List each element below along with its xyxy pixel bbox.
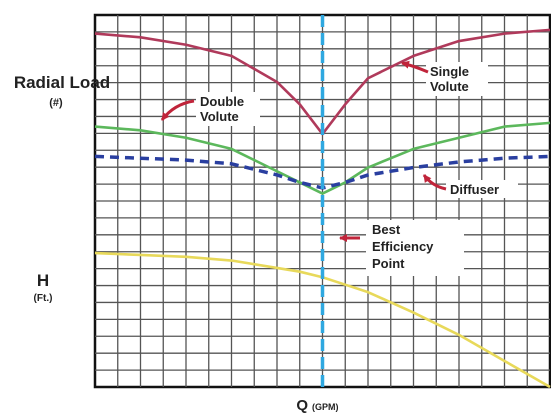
y-axis-label-head: H [37, 271, 49, 290]
annotation-diffuser: Diffuser [422, 174, 518, 198]
svg-text:Efficiency: Efficiency [372, 239, 434, 254]
svg-text:Volute: Volute [200, 109, 239, 124]
x-axis-unit: (GPM) [312, 402, 339, 412]
svg-text:Point: Point [372, 256, 405, 271]
svg-text:Best: Best [372, 222, 401, 237]
series-line-double-volute [94, 121, 551, 195]
y-axis-unit-head: (Ft.) [34, 293, 53, 304]
y-axis-unit-radial-load: (#) [49, 97, 63, 109]
svg-text:Volute: Volute [430, 79, 469, 94]
annotation-double-volute: Double Volute [160, 92, 260, 126]
annotation-single-volute: Single Volute [401, 60, 488, 96]
y-axis-label-radial-load: Radial Load [14, 73, 110, 92]
annotation-best-efficiency-point: Best Efficiency Point [339, 220, 464, 276]
svg-text:Diffuser: Diffuser [450, 182, 499, 197]
svg-text:Single: Single [430, 64, 469, 79]
svg-text:Double: Double [200, 94, 244, 109]
x-axis-label: Q [296, 397, 308, 414]
